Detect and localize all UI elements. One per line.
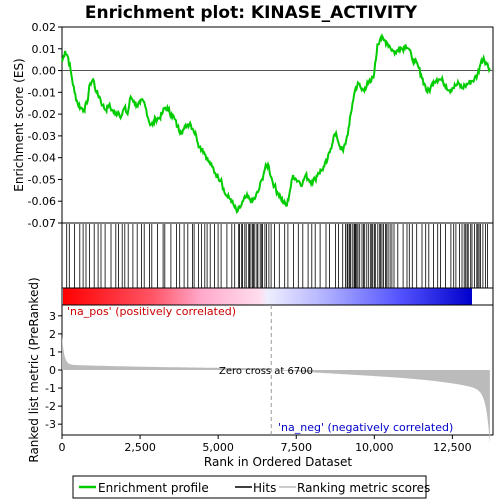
heat-bar [61, 287, 494, 306]
x-axis-label: Rank in Ordered Dataset [204, 455, 352, 469]
es-ytick-label: -0.02 [28, 108, 56, 121]
legend-hits-label: Hits [253, 481, 276, 495]
neg-correlated-label: 'na_neg' (negatively correlated) [278, 421, 453, 434]
es-ytick-label: 0.02 [32, 21, 57, 34]
legend-enrichment-label: Enrichment profile [98, 481, 209, 495]
metric-ytick-label: -3 [45, 418, 56, 431]
metric-ytick-label: -1 [45, 382, 56, 395]
x-tick-label: 10,000 [355, 441, 394, 454]
es-ytick-label: 0.01 [32, 43, 57, 56]
x-tick-label: 2,500 [124, 441, 156, 454]
metric-y-axis-label: Ranked list metric (PreRanked) [27, 277, 41, 462]
metric-ytick-label: 3 [49, 310, 56, 323]
x-tick-label: 7,500 [280, 441, 312, 454]
hits-panel [61, 222, 494, 289]
es-ytick-label: -0.03 [28, 130, 56, 143]
es-y-ticks: 0.02 0.01 0.00 -0.01 -0.02 -0.03 -0.04 -0.05 -0.… [28, 21, 62, 230]
es-ytick-label: -0.06 [28, 195, 56, 208]
metric-ytick-label: -2 [45, 400, 56, 413]
enrichment-profile-line [61, 32, 491, 215]
metric-y-ticks: 3 2 1 0 -1 -2 -3 [45, 310, 62, 431]
x-axis-ticks: 0 2,500 5,000 7,500 10,000 12,500 [59, 435, 472, 454]
es-y-axis-label: Enrichment score (ES) [12, 58, 26, 191]
zero-cross-label: Zero cross at 6700 [219, 366, 313, 377]
metric-ytick-label: 1 [49, 346, 56, 359]
es-ytick-label: 0.00 [32, 65, 57, 78]
es-ytick-label: -0.01 [28, 86, 56, 99]
es-ytick-label: -0.04 [28, 152, 56, 165]
x-tick-label: 0 [59, 441, 66, 454]
metric-ytick-label: 2 [49, 328, 56, 341]
es-ytick-label: -0.07 [28, 217, 56, 230]
metric-panel: 3 2 1 0 -1 -2 -3 'na_pos' (positively correlat… [45, 304, 494, 444]
legend: Enrichment profile Hits Ranking metric s… [72, 475, 430, 499]
es-panel: 0.02 0.01 0.00 -0.01 -0.02 -0.03 -0.04 -0.05 -0.… [28, 21, 494, 230]
x-tick-label: 5,000 [202, 441, 234, 454]
hit-marks [66, 224, 488, 288]
metric-ytick-label: 0 [49, 364, 56, 377]
legend-metric-label: Ranking metric scores [297, 481, 430, 495]
chart-title: Enrichment plot: KINASE_ACTIVITY [85, 3, 418, 23]
es-ytick-label: -0.05 [28, 173, 56, 186]
x-tick-label: 12,500 [433, 441, 472, 454]
pos-correlated-label: 'na_pos' (positively correlated) [67, 305, 236, 318]
